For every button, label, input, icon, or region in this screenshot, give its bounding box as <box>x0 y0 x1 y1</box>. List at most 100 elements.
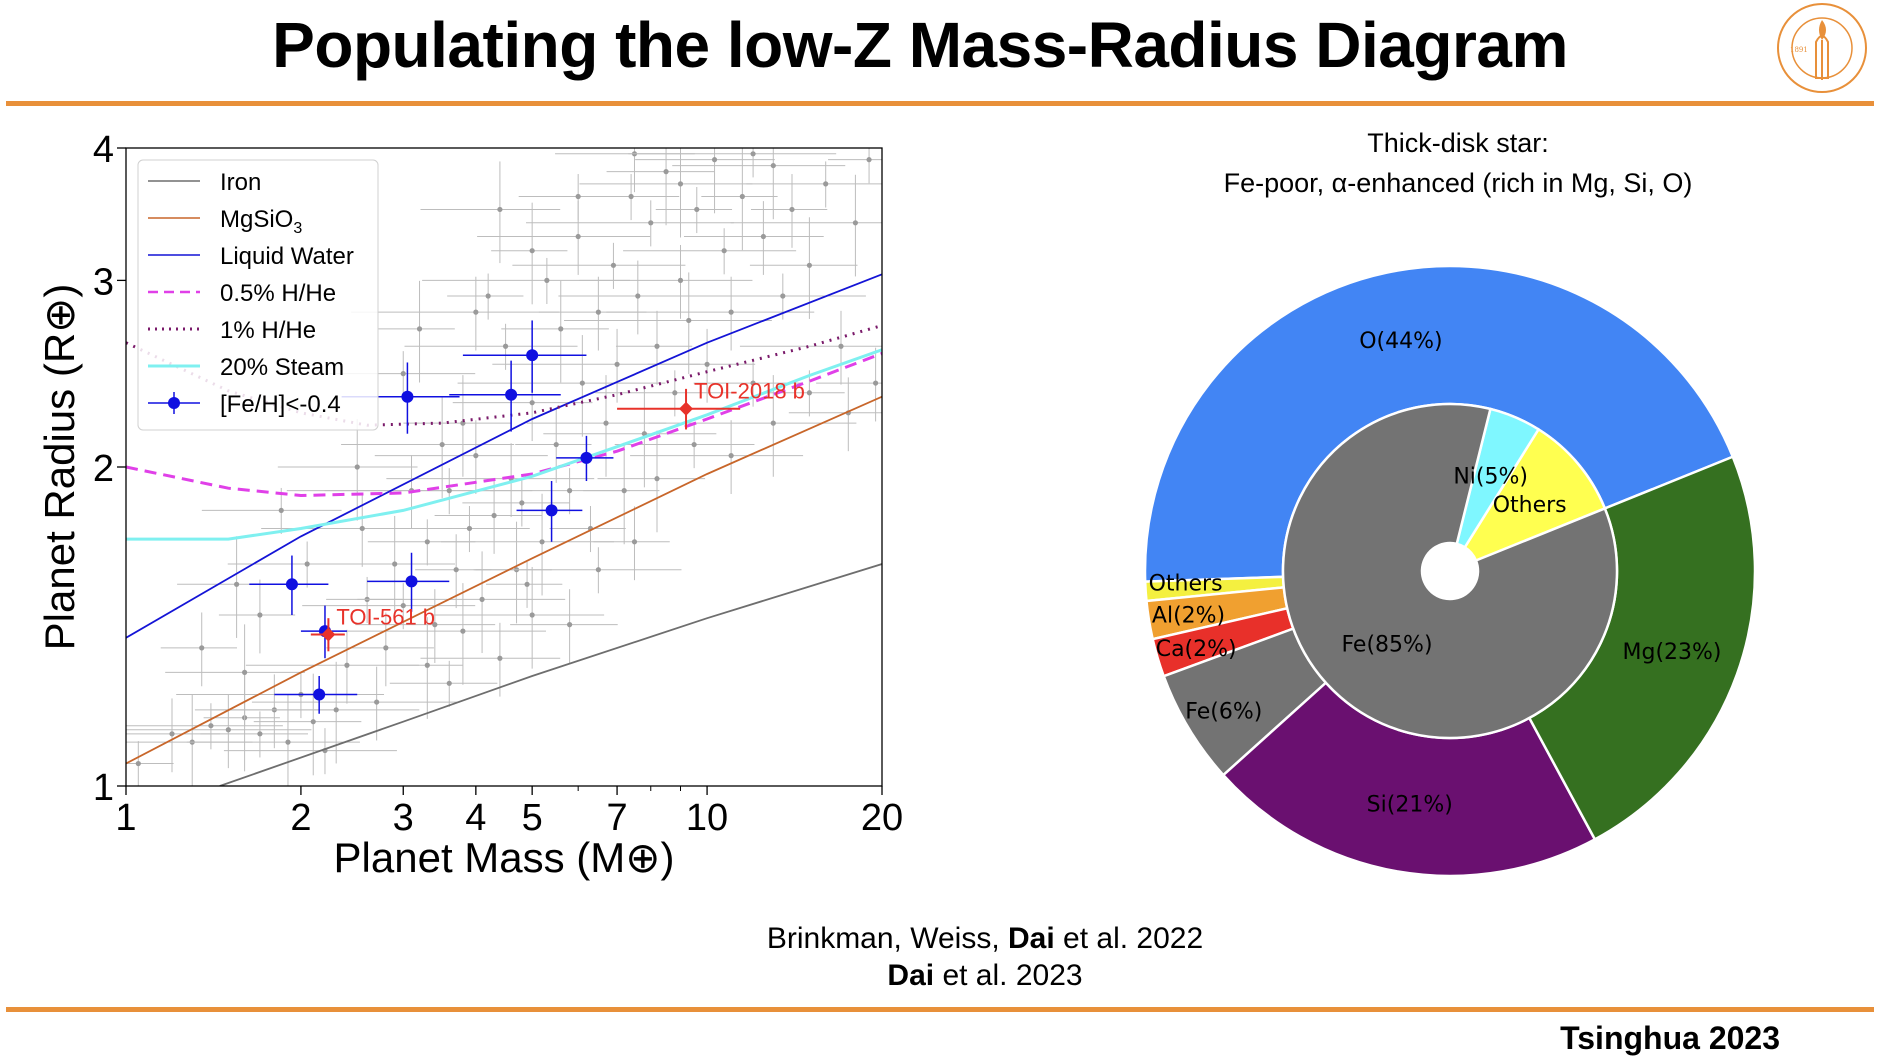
curve-20-steam <box>126 348 882 541</box>
x-tick-label: 1 <box>115 797 136 839</box>
sample-point <box>571 174 680 221</box>
y-axis-label: Planet Radius (R⊕) <box>36 284 83 651</box>
wedge-label: Ca(2%) <box>1156 637 1237 662</box>
sample-point <box>693 360 802 407</box>
x-tick-label: 20 <box>861 797 903 839</box>
highlighted-planets: TOI-561 b TOI-2018 b <box>310 379 805 652</box>
y-tick-label: 3 <box>93 261 114 303</box>
pie-labels: O(44%) Al(2%) Ca(2%) Fe(6%) Si(21%) Mg(23%) Ot… <box>1149 329 1722 817</box>
sample-point <box>404 323 578 370</box>
wedge-label: Al(2%) <box>1152 604 1225 629</box>
sample-point <box>606 276 815 351</box>
sample-point <box>338 583 547 685</box>
sample-point <box>477 201 651 275</box>
legend-iron: Iron <box>220 169 261 196</box>
wedge-label: Ni(5%) <box>1453 464 1528 489</box>
sample-point <box>302 583 476 630</box>
caltech-seal-logo: 1891 <box>1777 3 1867 93</box>
sample-point <box>491 202 568 305</box>
citation-2023: Dai et al. 2023 <box>887 959 1083 992</box>
sample-point <box>579 148 753 238</box>
composition-pie-chart: Thick-disk star: Fe-poor, α-enhanced (ri… <box>1143 128 1757 878</box>
sample-point <box>583 442 660 545</box>
sample-point <box>386 617 463 719</box>
sample-point <box>473 547 682 594</box>
sample-point <box>165 624 305 727</box>
sample-point <box>177 536 285 638</box>
feh-point <box>462 320 587 393</box>
sample-point <box>223 728 397 775</box>
sample-point <box>218 579 296 654</box>
sample-point <box>201 487 342 535</box>
sample-point <box>200 711 309 758</box>
feh-point <box>274 675 358 714</box>
sample-point <box>597 430 706 533</box>
sample-point <box>672 148 846 220</box>
pie-title-line2: Fe-poor, α-enhanced (rich in Mg, Si, O) <box>1224 168 1693 198</box>
x-axis-label: Planet Mass (M⊕) <box>334 834 675 881</box>
sample-point <box>324 468 533 515</box>
sample-point <box>403 375 512 477</box>
citations: Brinkman, Weiss, Dai et al. 2022 Dai et … <box>680 920 1290 994</box>
sample-point <box>749 217 858 319</box>
slide-title: Populating the low-Z Mass-Radius Diagram <box>272 9 1568 81</box>
sample-point <box>549 505 626 553</box>
sample-point <box>510 589 618 663</box>
sample-point <box>615 310 693 385</box>
sample-point <box>526 200 734 247</box>
sample-point <box>630 420 804 495</box>
legend-water: Liquid Water <box>220 243 354 270</box>
feh-point <box>556 435 614 482</box>
legend-feh: [Fe/H]<-0.4 <box>220 391 341 418</box>
legend-mgsio3: MgSiO3 <box>220 206 302 237</box>
sample-point <box>457 335 666 437</box>
sample-point <box>564 272 772 375</box>
highlight-label: TOI-561 b <box>336 604 435 629</box>
sample-point <box>390 505 530 553</box>
wedge-label: Fe(6%) <box>1185 699 1262 724</box>
feh-point <box>249 555 329 615</box>
sample-point <box>635 148 775 214</box>
sample-point <box>245 629 419 704</box>
legend-steam: 20% Steam <box>220 354 344 381</box>
sample-point <box>251 666 460 741</box>
sample-point <box>253 673 362 776</box>
sample-point <box>367 519 476 566</box>
wedge-label: Mg(23%) <box>1623 640 1722 665</box>
wedge-label: Others <box>1493 493 1567 518</box>
wedge-fe <box>1281 402 1619 740</box>
pie-title-line1: Thick-disk star: <box>1367 128 1549 158</box>
x-tick-label: 4 <box>465 797 486 839</box>
sample-point <box>501 280 609 383</box>
sample-point <box>315 515 456 618</box>
sample-point <box>452 367 593 442</box>
sample-point <box>186 694 360 786</box>
sample-point <box>431 566 605 669</box>
y-tick-label: 1 <box>93 767 114 809</box>
sample-point <box>816 347 882 422</box>
y-tick-label: 4 <box>93 129 114 171</box>
sample-point <box>462 480 570 527</box>
sample-point <box>683 201 824 275</box>
sample-point <box>389 660 498 707</box>
sample-point <box>750 174 828 248</box>
sample-point <box>227 541 368 588</box>
sample-point <box>538 276 647 351</box>
sample-point <box>160 612 238 687</box>
sample-point <box>126 694 312 769</box>
sample-point <box>211 661 420 764</box>
sample-point <box>518 174 627 221</box>
feh-point <box>367 552 450 612</box>
sample-point <box>701 148 778 251</box>
sample-point <box>515 409 592 483</box>
x-tick-label: 7 <box>606 797 627 839</box>
y-tick-label: 2 <box>93 448 114 490</box>
legend-feh-marker <box>168 397 180 409</box>
sample-point <box>746 161 882 208</box>
legend-hhe05: 0.5% H/He <box>220 280 336 307</box>
sample-point <box>378 280 455 383</box>
legend-hhe1: 1% H/He <box>220 317 316 344</box>
sample-point <box>658 273 866 320</box>
sample-point <box>579 244 753 319</box>
